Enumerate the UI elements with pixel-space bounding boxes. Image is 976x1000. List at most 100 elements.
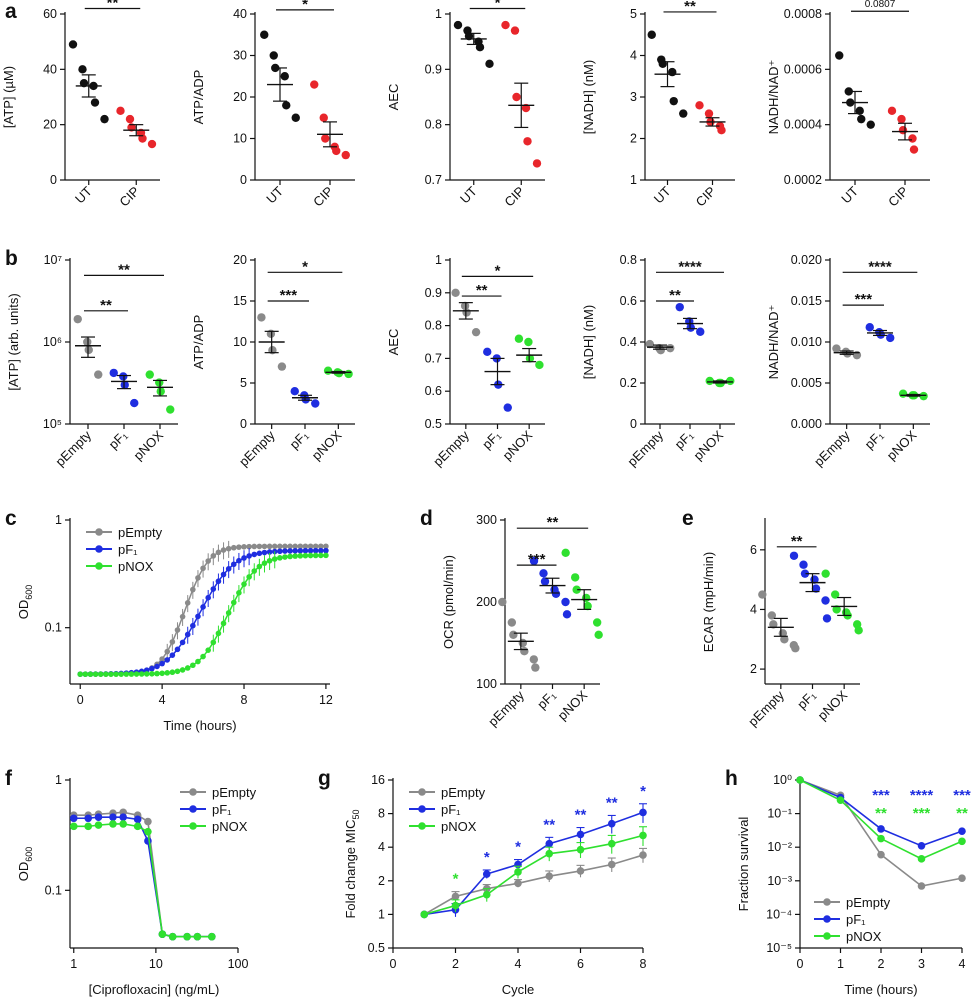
data-point <box>261 543 268 550</box>
x-tick-label: pEmpty <box>236 427 278 469</box>
y-tick-label: 0.005 <box>791 376 822 390</box>
x-tick-label: 4 <box>515 957 522 971</box>
data-point <box>159 656 165 662</box>
data-point <box>317 552 324 559</box>
data-point <box>109 813 117 822</box>
y-tick-label: 0.7 <box>425 173 442 187</box>
data-point <box>149 670 155 677</box>
panel-label: d <box>420 507 433 530</box>
x-axis-label: Cycle <box>502 982 535 997</box>
data-point <box>704 109 714 118</box>
x-tick-label: pF₁ <box>287 427 312 452</box>
data-point <box>307 552 314 559</box>
significance-label: ** <box>100 297 112 314</box>
y-tick-label: 10 <box>233 132 247 146</box>
data-point <box>323 366 333 375</box>
data-point <box>482 890 491 899</box>
data-point <box>220 620 227 627</box>
y-tick-label: 0.8 <box>425 319 442 333</box>
x-tick-label: pEmpty <box>430 427 472 469</box>
y-tick-label: 0.000 <box>791 417 822 431</box>
data-point <box>451 892 460 901</box>
data-point <box>312 552 319 559</box>
y-tick-label: 0.6 <box>425 384 442 398</box>
data-point <box>507 618 517 627</box>
y-tick-label: 0.1 <box>45 883 62 897</box>
data-point <box>666 343 675 353</box>
x-tick-label: 0 <box>797 957 804 971</box>
data-point <box>210 586 217 592</box>
legend-marker <box>189 788 197 796</box>
data-point <box>156 387 165 396</box>
y-tick-label: 1 <box>630 173 637 187</box>
data-point <box>287 553 293 560</box>
data-point <box>119 813 127 822</box>
data-point <box>210 639 217 646</box>
data-point <box>277 362 287 371</box>
data-point <box>821 596 830 605</box>
panel-b4: 00.20.40.60.8[NADH] (nM)pEmpty pF₁pNOX***… <box>581 253 735 469</box>
data-point <box>789 551 799 560</box>
significance-label: ** <box>476 282 488 299</box>
significance-label: * <box>640 783 646 800</box>
y-tick-label: 0.4 <box>620 335 637 349</box>
data-point <box>119 372 128 381</box>
series-line <box>73 816 212 938</box>
data-point <box>241 555 247 561</box>
x-tick-label: UT <box>651 183 674 206</box>
data-point <box>246 553 252 559</box>
data-point <box>301 395 310 404</box>
data-point <box>510 26 520 35</box>
data-point <box>271 543 278 550</box>
data-point <box>143 671 150 677</box>
y-tick-label: 1 <box>435 7 442 21</box>
data-point <box>145 370 154 379</box>
data-point <box>280 72 289 81</box>
data-point <box>512 92 521 102</box>
data-point <box>420 910 429 919</box>
data-point <box>113 671 119 677</box>
legend-label: pEmpty <box>846 895 891 910</box>
x-tick-label: pNOX <box>555 687 591 723</box>
data-point <box>184 631 191 638</box>
data-point <box>193 932 202 941</box>
data-point <box>576 830 585 839</box>
data-point <box>271 556 278 562</box>
data-point <box>321 134 330 143</box>
significance-label: * <box>495 262 501 279</box>
legend-marker <box>418 805 426 813</box>
data-point <box>164 657 171 663</box>
data-point <box>529 556 539 566</box>
data-point <box>767 611 777 620</box>
significance-label: *** <box>855 291 873 308</box>
data-point <box>545 839 554 848</box>
data-point <box>498 597 507 607</box>
data-point <box>919 391 928 401</box>
y-tick-label: 10⁻⁴ <box>766 907 792 921</box>
y-tick-label: 0.0008 <box>784 7 822 21</box>
y-axis-label: AEC <box>386 329 401 356</box>
data-point <box>282 543 288 550</box>
data-point <box>857 114 866 124</box>
data-point <box>832 605 841 614</box>
data-point <box>261 560 268 566</box>
data-point <box>166 405 175 414</box>
data-point <box>164 670 171 676</box>
data-point <box>282 554 288 560</box>
x-tick-label: pEmpty <box>745 687 787 729</box>
y-tick-label: 0.015 <box>791 294 822 308</box>
data-point <box>83 337 92 347</box>
significance-label: *** <box>528 551 546 568</box>
data-point <box>319 113 328 122</box>
data-point <box>190 662 196 669</box>
data-point <box>133 822 142 831</box>
data-point <box>100 114 109 124</box>
y-tick-label: 10⁷ <box>44 253 63 267</box>
data-point <box>241 544 247 550</box>
data-point <box>647 30 656 39</box>
data-point <box>876 330 885 339</box>
x-tick-label: pF₁ <box>106 427 131 452</box>
x-tick-label: 0 <box>77 693 84 707</box>
panel-a4: 1 2 3 4 5 [NADH] (nM) UT CIP ** <box>581 0 735 209</box>
x-tick-label: 8 <box>640 957 647 971</box>
